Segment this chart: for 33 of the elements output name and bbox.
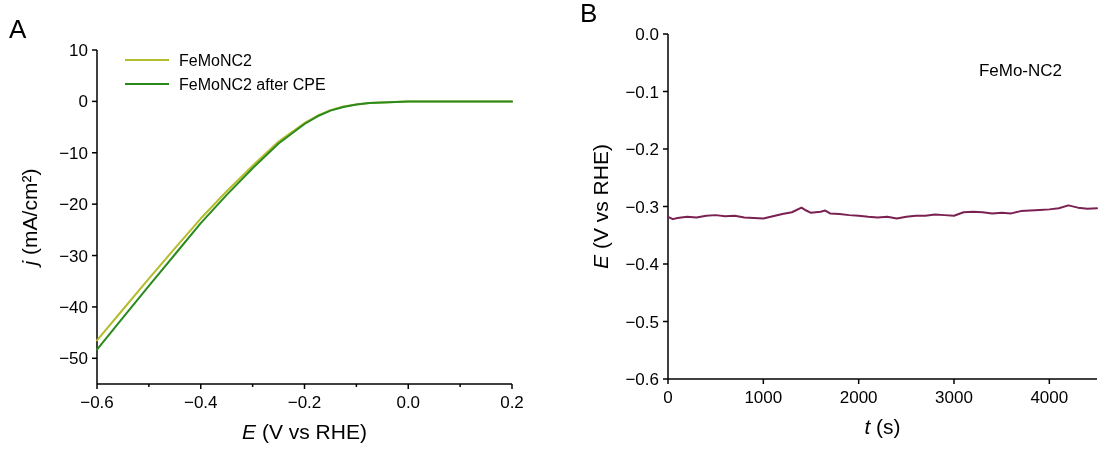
y-tick-label: −0.3	[625, 197, 659, 217]
y-tick-label: −0.6	[625, 370, 659, 389]
y-tick-label: −0.4	[625, 255, 659, 274]
x-tick-label: 0.2	[500, 393, 524, 412]
legend-label: FeMoNC2	[179, 52, 253, 69]
y-tick-label: −30	[59, 246, 88, 266]
line-series	[667, 204, 1098, 221]
x-tick-label: 0	[663, 388, 673, 407]
y-axis-title: E (V vs RHE)	[589, 144, 612, 269]
x-tick-label: 4000	[1030, 388, 1069, 407]
x-axis-title: t (s)	[864, 415, 901, 438]
x-tick-label: 1000	[744, 388, 783, 407]
y-tick-label: 0.0	[635, 25, 659, 44]
annotation: FeMo-NC2	[978, 61, 1062, 80]
text: B	[580, 0, 598, 28]
y-tick-label: −0.5	[625, 312, 659, 332]
x-tick-label: 0.0	[396, 393, 421, 412]
text: A	[9, 14, 27, 44]
y-tick-label: −0.2	[625, 140, 659, 159]
y-tick-label: −0.1	[625, 82, 659, 102]
x-tick-label: 3000	[935, 388, 973, 407]
y-tick-label: −10	[59, 143, 88, 163]
y-tick-label: 0	[78, 92, 88, 112]
legend-label: FeMoNC2 after CPE	[179, 76, 326, 93]
x-tick-label: 2000	[839, 388, 878, 407]
y-tick-label: 10	[69, 41, 88, 60]
x-axis-title: E (V vs RHE)	[242, 420, 367, 443]
y-tick-label: −50	[59, 349, 88, 369]
x-tick-label: −0.4	[183, 393, 218, 412]
y-axis-title: j (mA/cm²)	[18, 168, 41, 269]
y-tick-label: −20	[59, 195, 88, 215]
y-tick-label: −40	[59, 297, 88, 317]
x-tick-label: −0.2	[287, 393, 322, 412]
